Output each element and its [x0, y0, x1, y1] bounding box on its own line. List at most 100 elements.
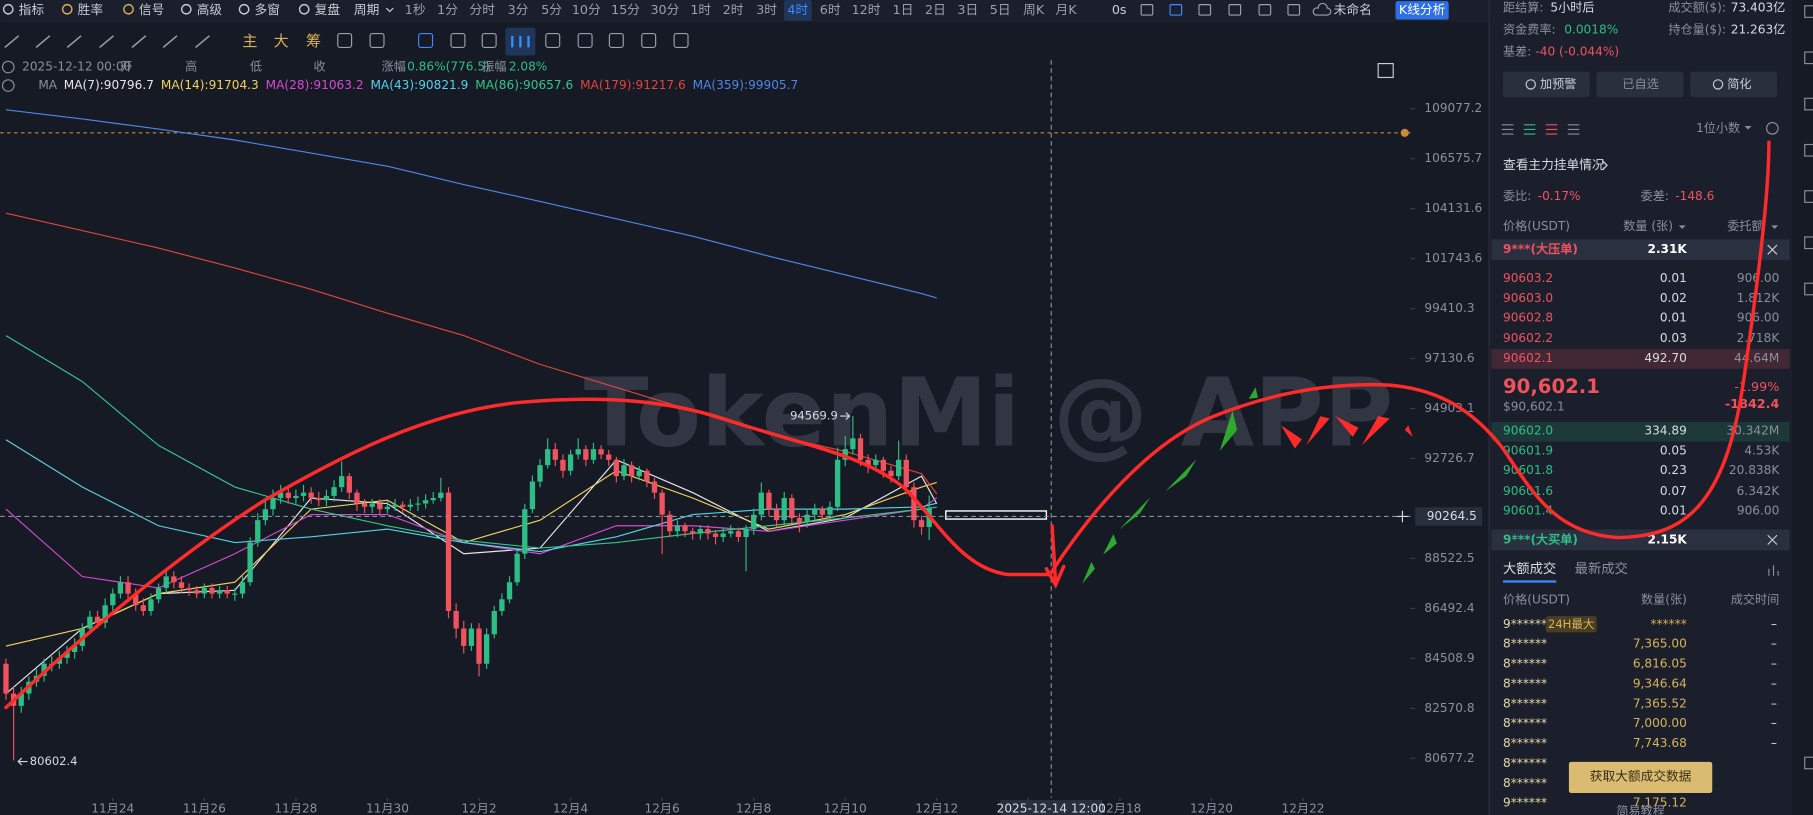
strip-icon[interactable]	[1804, 236, 1813, 250]
book-total: 30.342M	[1726, 424, 1779, 438]
draw-mode[interactable]: 大	[274, 32, 289, 50]
period-button[interactable]: 3时	[756, 2, 777, 17]
panel-button[interactable]	[1596, 71, 1684, 98]
period-button[interactable]: 1分	[437, 2, 458, 17]
period-button[interactable]: 2时	[723, 2, 744, 17]
period-button[interactable]: 分时	[470, 2, 496, 17]
link[interactable]: 查看主力挂单情况	[1503, 157, 1605, 172]
settings-icon[interactable]	[1766, 121, 1779, 135]
draw-tool[interactable]	[608, 32, 624, 48]
panel-button-label[interactable]: 已自选	[1622, 77, 1658, 91]
draw-tool[interactable]	[481, 32, 497, 48]
strip-icon[interactable]	[1804, 97, 1813, 111]
draw-tool[interactable]	[545, 32, 561, 48]
panel-button-label[interactable]: 简化	[1727, 77, 1751, 91]
panel-button[interactable]	[1690, 71, 1777, 98]
draw-tool[interactable]	[577, 32, 593, 48]
period-button[interactable]: 5日	[990, 2, 1011, 17]
marker-arrow	[17, 757, 28, 766]
panel-button-label[interactable]: 加预警	[1540, 76, 1576, 91]
period-button[interactable]: 6时	[820, 2, 841, 17]
draw-tool[interactable]	[66, 35, 82, 48]
strip-icon[interactable]	[1804, 282, 1813, 296]
candle-body	[415, 503, 421, 505]
period-button[interactable]: 15分	[611, 2, 640, 17]
period-button[interactable]: 12时	[852, 2, 881, 17]
panel-button[interactable]	[1503, 71, 1590, 98]
toolbar-item[interactable]: 指标	[19, 2, 45, 17]
draw-tool[interactable]	[162, 35, 178, 48]
tutorial-link[interactable]: 简易教程	[1616, 803, 1665, 815]
period-button[interactable]: 10分	[572, 2, 601, 17]
period-button[interactable]: 3日	[957, 2, 978, 17]
collapse-icon[interactable]	[1, 60, 15, 74]
toolbar-item[interactable]: 信号	[139, 2, 164, 17]
analysis-button[interactable]	[1395, 1, 1449, 20]
fetch-button-label[interactable]: 获取大额成交数据	[1590, 768, 1692, 783]
draw-tool[interactable]	[450, 32, 466, 48]
strip-icon[interactable]	[1804, 756, 1813, 770]
toolbar-icon[interactable]	[1228, 4, 1242, 16]
period-button[interactable]: 4时	[787, 2, 808, 17]
toolbar-icon[interactable]	[1287, 4, 1301, 16]
draw-mode[interactable]: 主	[242, 32, 257, 50]
draw-tool[interactable]	[4, 35, 20, 48]
period-button[interactable]: 1日	[893, 2, 914, 17]
x-tick-label: 12月22	[1282, 802, 1325, 815]
view-icon[interactable]	[1545, 124, 1558, 135]
strip-icon[interactable]	[1804, 190, 1813, 203]
draw-tool[interactable]	[337, 32, 353, 48]
candle-body	[888, 470, 894, 477]
draw-tool[interactable]	[131, 35, 147, 48]
draw-tool[interactable]	[673, 32, 689, 48]
draw-tool[interactable]	[99, 35, 114, 48]
analysis-button-label[interactable]: K线分析	[1399, 2, 1446, 17]
fullscreen-icon[interactable]	[1377, 63, 1394, 79]
draw-tool[interactable]	[369, 32, 385, 48]
period-button[interactable]: 5分	[541, 2, 562, 17]
period-button[interactable]: 30分	[650, 2, 679, 17]
period-button[interactable]: 1时	[690, 2, 711, 17]
toolbar-icon[interactable]	[1140, 4, 1154, 16]
view-icon[interactable]	[1567, 124, 1580, 135]
view-icon[interactable]	[1523, 124, 1536, 135]
period-button[interactable]: 2日	[925, 2, 946, 17]
toolbar-icon[interactable]	[1198, 4, 1212, 16]
draw-tool[interactable]	[195, 35, 210, 48]
precision-select[interactable]: 1位小数	[1696, 120, 1740, 135]
candle-body	[873, 459, 879, 466]
period-button[interactable]: 1秒	[405, 2, 426, 17]
draw-mode[interactable]: 筹	[306, 32, 321, 50]
candle-body	[567, 454, 574, 471]
toolbar-item[interactable]: 复盘	[315, 2, 341, 17]
period-button[interactable]: 周K	[1023, 2, 1045, 17]
period-button[interactable]: 月K	[1056, 2, 1078, 17]
chart-icon[interactable]	[1768, 565, 1779, 576]
close-icon[interactable]	[1767, 534, 1778, 545]
toolbar-item[interactable]: 高级	[197, 2, 223, 17]
toolbar-item[interactable]: 周期	[354, 2, 379, 17]
crosshair-price: 90264.5	[1427, 509, 1477, 523]
strip-icon[interactable]	[1804, 143, 1813, 157]
layout-name[interactable]: 未命名	[1334, 2, 1372, 17]
draw-tool[interactable]	[418, 32, 434, 48]
add-icon[interactable]	[1396, 510, 1409, 523]
fetch-button[interactable]	[1568, 761, 1713, 794]
strip-icon[interactable]	[1804, 5, 1813, 18]
period-button[interactable]: 3分	[508, 2, 529, 17]
tab[interactable]: 最新成交	[1575, 560, 1628, 577]
toolbar-icon[interactable]	[1258, 4, 1272, 16]
wall-row	[1491, 529, 1790, 551]
toolbar-item[interactable]: 多窗	[255, 2, 280, 17]
toolbar-item[interactable]: 胜率	[78, 2, 104, 17]
candle-body	[697, 529, 703, 534]
collapse-icon[interactable]	[1, 79, 15, 92]
strip-icon[interactable]	[1804, 51, 1813, 65]
toolbar-icon[interactable]	[1169, 4, 1183, 16]
draw-tool[interactable]	[641, 32, 657, 48]
tab[interactable]: 大额成交	[1503, 560, 1556, 577]
draw-tool[interactable]	[35, 35, 51, 48]
close-icon[interactable]	[1767, 244, 1778, 255]
view-icon[interactable]	[1501, 124, 1514, 135]
alert-dot[interactable]	[1400, 128, 1409, 137]
